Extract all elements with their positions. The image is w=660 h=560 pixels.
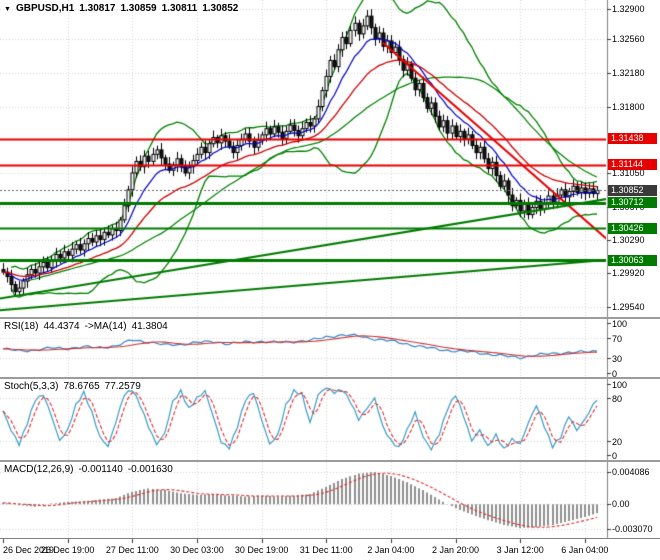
symbol-timeframe-label: GBPUSD,H1 [15,3,75,14]
rsi-value: 44.4374 [43,321,80,332]
rsi-indicator-label: RSI(18) 44.4374 ->MA(14) 41.3804 [4,321,168,332]
symbol-ohlc-label: ▼ GBPUSD,H1 1.30817 1.30859 1.30811 1.30… [4,3,238,16]
quote-open: 1.30817 [79,3,116,14]
macd-name: MACD(12,26,9) [4,464,74,475]
time-axis-separator [0,538,660,539]
quote-close: 1.30852 [202,3,239,14]
rsi-ma-name: ->MA(14) [84,321,127,332]
stoch-indicator-label: Stoch(5,3,3) 78.6765 77.2579 [4,381,141,392]
macd-signal-value: -0.001630 [127,464,173,475]
panel-separator-rsi-stoch[interactable] [0,377,660,379]
stoch-signal-value: 77.2579 [104,381,141,392]
rsi-ma-value: 41.3804 [131,321,168,332]
quote-high: 1.30859 [120,3,157,14]
rsi-name: RSI(18) [4,321,39,332]
quote-low: 1.30811 [161,3,198,14]
stoch-name: Stoch(5,3,3) [4,381,59,392]
panel-separator-main-rsi[interactable] [0,317,660,319]
panel-separator-stoch-macd[interactable] [0,460,660,462]
stoch-value: 78.6765 [63,381,100,392]
macd-value: -0.001140 [78,464,123,475]
chart-arrow-icon: ▼ [4,6,11,13]
macd-indicator-label: MACD(12,26,9) -0.001140 -0.001630 [4,464,173,475]
